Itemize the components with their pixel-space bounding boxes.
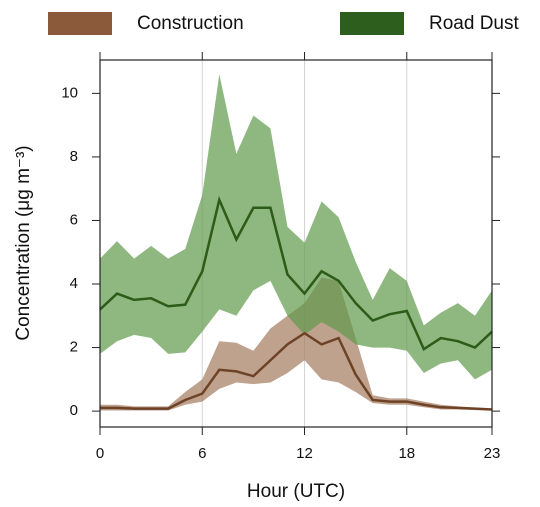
band <box>100 74 492 380</box>
x-axis-title: Hour (UTC) <box>247 481 345 502</box>
y-axis-title: Concentration (μg m⁻³) <box>13 145 34 340</box>
y-tick-label: 2 <box>70 339 78 356</box>
line <box>100 331 493 411</box>
y-tick-label: 8 <box>70 148 78 165</box>
y-tick-label: 4 <box>70 275 78 292</box>
x-tick-label: 12 <box>296 445 313 462</box>
y-tick-label: 0 <box>70 402 78 419</box>
legend-label: Road Dust <box>429 13 519 34</box>
x-tick-label: 0 <box>96 445 104 462</box>
x-tick-label: 23 <box>484 445 501 462</box>
x-tick-label: 6 <box>198 445 206 462</box>
plot-frame <box>99 59 493 428</box>
legend-label: Construction <box>137 13 244 34</box>
band <box>100 277 492 411</box>
x-tick-label: 18 <box>398 445 415 462</box>
legend-swatch <box>48 12 112 35</box>
y-tick-label: 10 <box>61 84 78 101</box>
line <box>99 195 493 351</box>
legend-swatch <box>340 12 404 35</box>
y-tick-label: 6 <box>70 211 78 228</box>
